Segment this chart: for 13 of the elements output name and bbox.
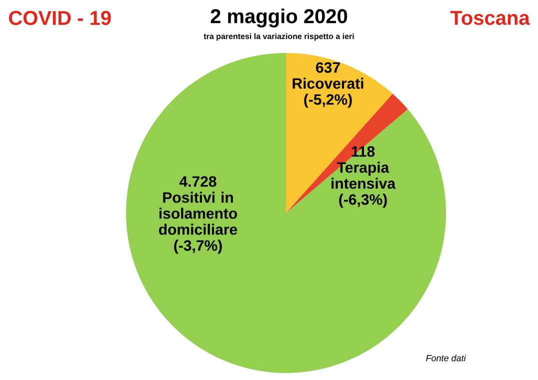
slice-label: Terapia intensiva	[332, 162, 396, 189]
text: (-3,7%)	[174, 240, 222, 254]
data-label: 637	[316, 62, 340, 73]
text: (-6,3%)	[339, 194, 387, 208]
text: COVID - 19	[9, 10, 111, 26]
source-note: Fonte dati	[426, 354, 466, 362]
slice-label: Ricoverati	[292, 78, 364, 89]
text: (-5,2%)	[304, 94, 352, 108]
text: Toscana	[450, 11, 530, 25]
chart-title: 2 maggio 2020	[210, 8, 348, 28]
slice-label: Positivi in isolamento domiciliare	[159, 192, 238, 235]
chart-subtitle: tra parentesi la variazione rispetto a ieri	[204, 33, 354, 41]
data-label: 4.728	[179, 176, 216, 187]
